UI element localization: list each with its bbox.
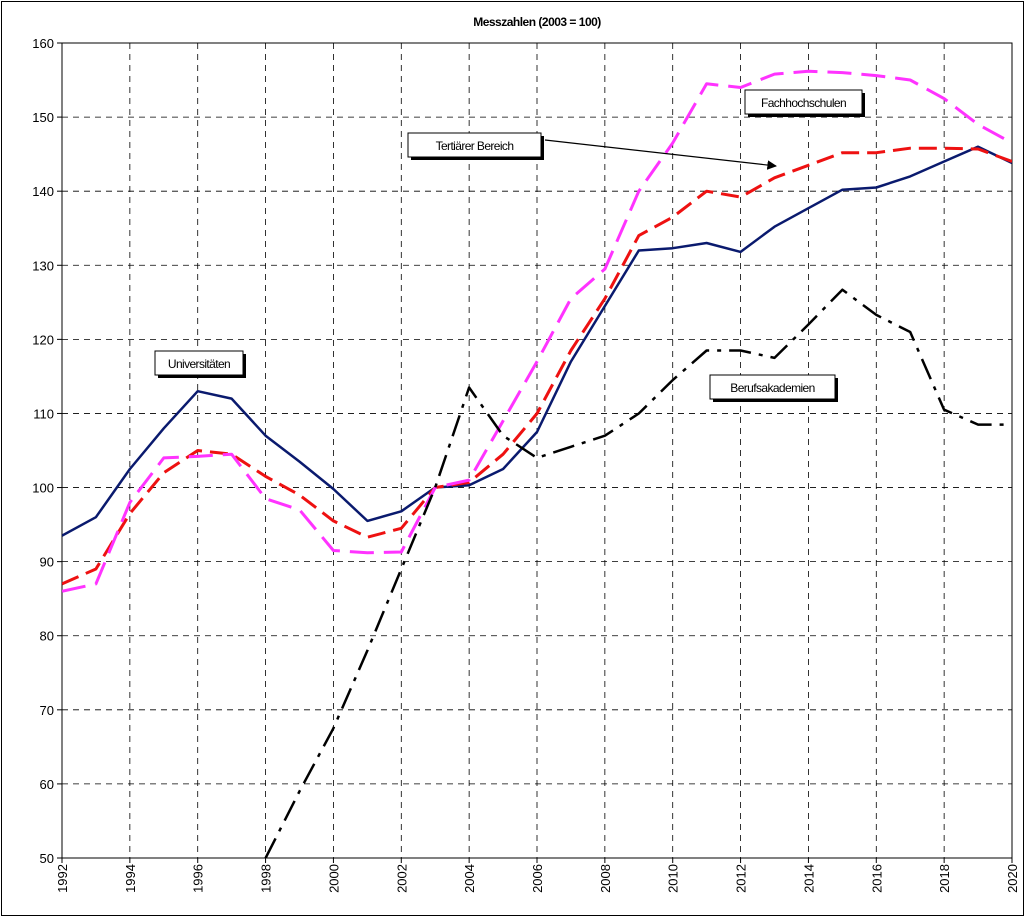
x-tick-label: 1998	[259, 864, 274, 893]
x-tick-label: 1994	[123, 864, 138, 893]
x-tick-label: 2002	[394, 864, 409, 893]
series-label: Berufsakademien	[730, 381, 814, 395]
series-line	[62, 146, 1012, 586]
series-line	[62, 69, 1012, 593]
series-line	[264, 288, 1012, 858]
y-tick-label: 100	[32, 481, 54, 496]
y-tick-label: 50	[40, 851, 54, 866]
x-tick-label: 2008	[598, 864, 613, 893]
x-tick-label: 2000	[326, 864, 341, 893]
y-tick-label: 160	[32, 36, 54, 51]
series-label: Universitäten	[168, 357, 230, 371]
y-tick-label: 60	[40, 777, 54, 792]
x-tick-label: 2018	[937, 864, 952, 893]
y-tick-label: 120	[32, 332, 54, 347]
series-line	[62, 145, 1012, 537]
plot-border	[61, 42, 1013, 859]
x-tick-label: 2014	[801, 864, 816, 893]
y-tick-label: 140	[32, 184, 54, 199]
label-box	[407, 132, 542, 158]
chart-title: Messzahlen (2003 = 100)	[473, 15, 601, 29]
label-box	[744, 89, 863, 115]
series-label: Tertiärer Bereich	[436, 139, 514, 153]
x-tick-label: 2020	[1005, 864, 1020, 893]
y-tick-label: 110	[33, 406, 54, 421]
y-tick-label: 130	[32, 258, 54, 273]
series-label: Fachhochschulen	[761, 96, 846, 110]
x-tick-label: 2006	[530, 864, 545, 893]
y-tick-label: 70	[40, 703, 54, 718]
x-tick-label: 2010	[666, 864, 681, 893]
y-tick-label: 90	[40, 555, 54, 570]
x-tick-label: 1996	[191, 864, 206, 893]
label-box	[709, 374, 836, 400]
y-tick-label: 80	[40, 629, 54, 644]
x-tick-label: 1992	[55, 864, 70, 893]
x-tick-label: 2012	[734, 864, 749, 893]
y-tick-label: 150	[32, 110, 54, 125]
label-box	[154, 350, 244, 376]
x-tick-label: 2004	[462, 864, 477, 893]
annotation-arrow	[544, 139, 777, 170]
x-tick-label: 2016	[869, 864, 884, 893]
